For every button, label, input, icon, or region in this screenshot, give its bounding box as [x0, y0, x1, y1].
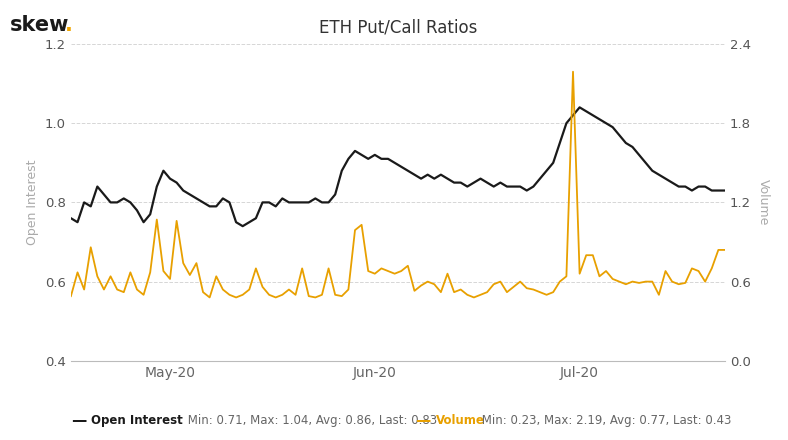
Text: Min: 0.71, Max: 1.04, Avg: 0.86, Last: 0.83: Min: 0.71, Max: 1.04, Avg: 0.86, Last: 0…	[184, 414, 437, 427]
Y-axis label: Open Interest: Open Interest	[26, 160, 39, 245]
Text: Volume: Volume	[436, 414, 485, 427]
Title: ETH Put/Call Ratios: ETH Put/Call Ratios	[319, 19, 477, 37]
Text: —: —	[415, 413, 431, 428]
Text: —: —	[71, 413, 87, 428]
Y-axis label: Volume: Volume	[756, 179, 770, 226]
Text: Min: 0.23, Max: 2.19, Avg: 0.77, Last: 0.43: Min: 0.23, Max: 2.19, Avg: 0.77, Last: 0…	[478, 414, 731, 427]
Text: .: .	[65, 15, 72, 35]
Text: Open Interest: Open Interest	[91, 414, 182, 427]
Text: skew: skew	[10, 15, 69, 35]
